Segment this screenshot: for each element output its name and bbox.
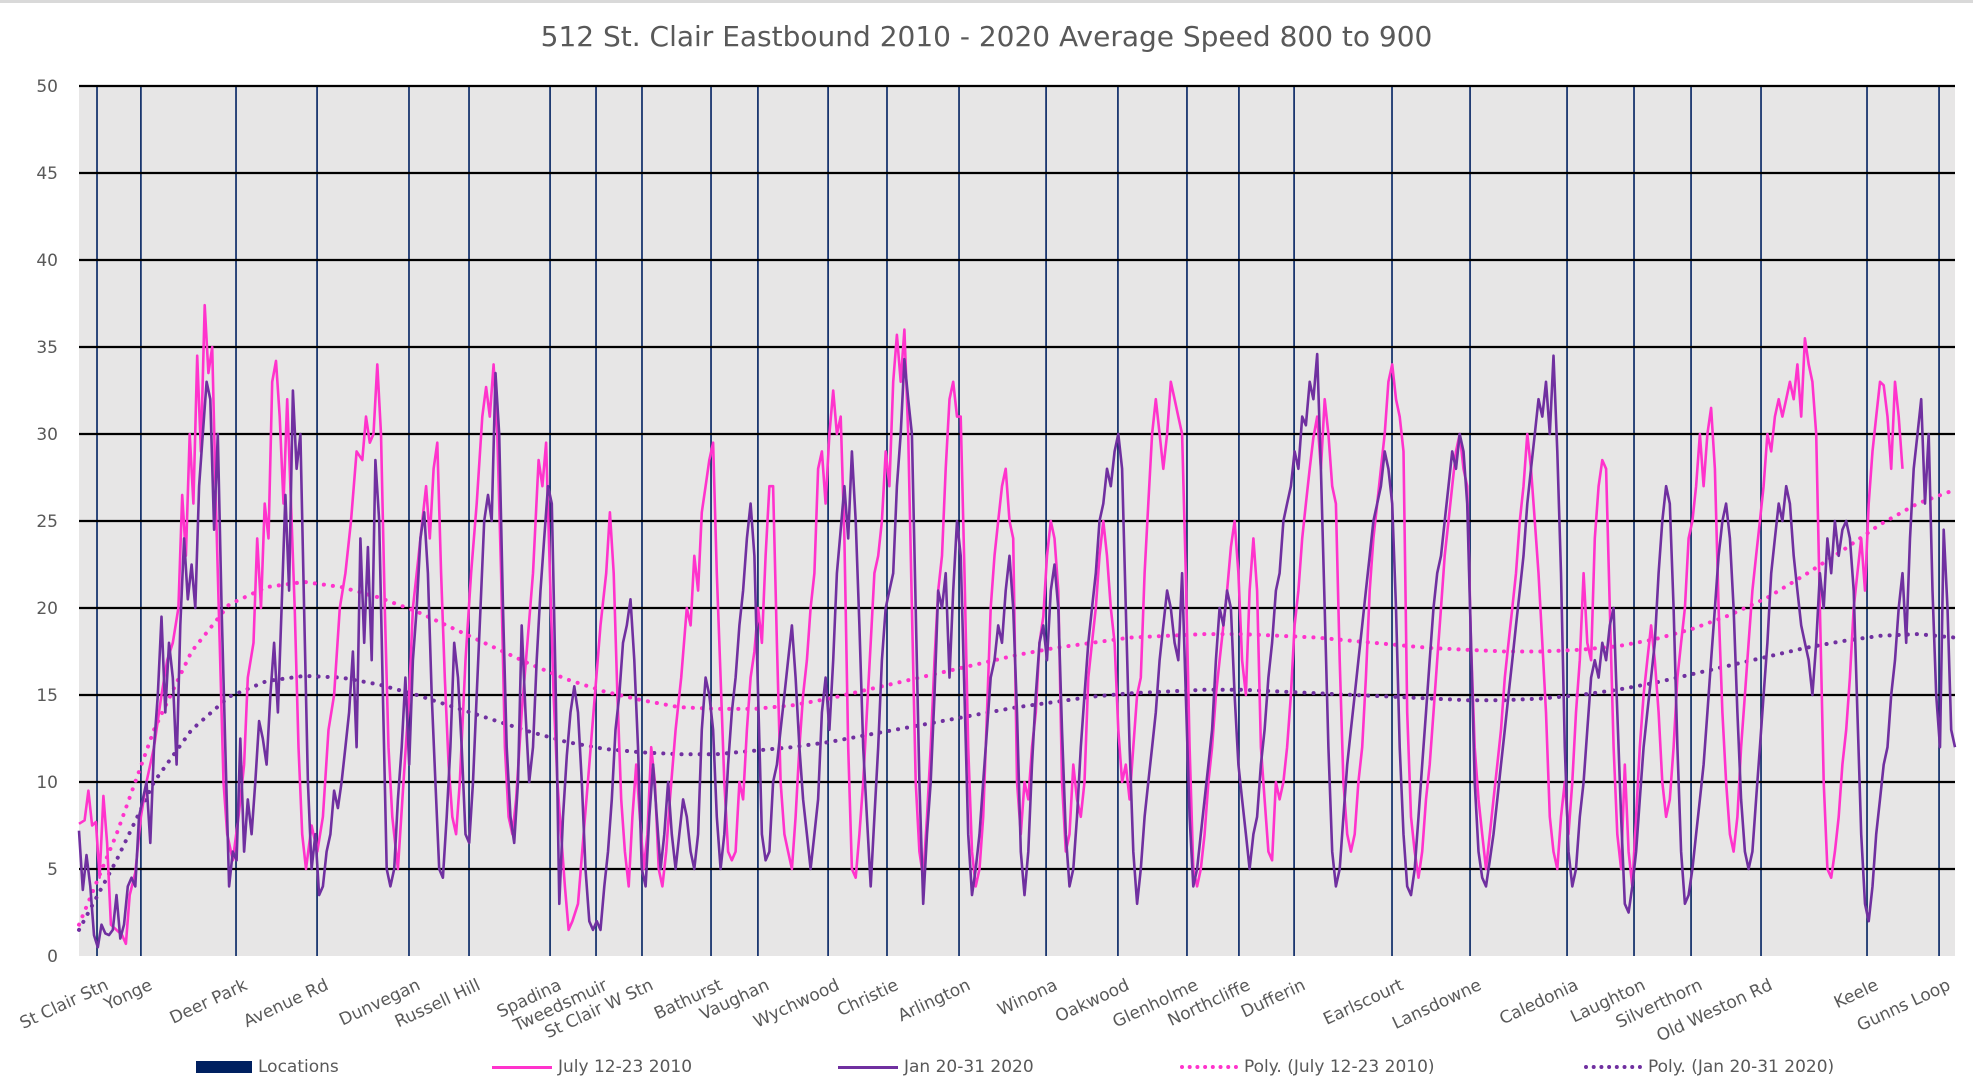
legend-label-poly-jan-2020: Poly. (Jan 20-31 2020) xyxy=(1648,1057,1835,1077)
legend-item-locations[interactable]: Locations xyxy=(196,1054,339,1080)
legend-swatch-poly-jan-2020 xyxy=(1584,1065,1642,1069)
y-tick-label: 45 xyxy=(36,164,58,184)
y-tick-label: 15 xyxy=(36,686,58,706)
x-tick-label: Old Weston Rd xyxy=(1654,975,1776,1046)
x-tick-label: Winona xyxy=(995,975,1061,1020)
y-tick-label: 30 xyxy=(36,425,58,445)
y-tick-label: 25 xyxy=(36,512,58,532)
legend-item-jan-2020[interactable]: Jan 20-31 2020 xyxy=(838,1054,1034,1080)
x-tick-label: Lansdowne xyxy=(1389,975,1484,1034)
legend-label-locations: Locations xyxy=(258,1057,339,1077)
y-tick-label: 40 xyxy=(36,251,58,271)
legend-item-poly-july-2010[interactable]: Poly. (July 12-23 2010) xyxy=(1180,1054,1435,1080)
y-tick-label: 35 xyxy=(36,338,58,358)
x-tick-label: Arlington xyxy=(895,975,974,1026)
y-axis-ticks: 0 5 10 15 20 25 30 35 40 45 50 xyxy=(36,77,58,967)
legend-swatch-july-2010 xyxy=(492,1065,552,1069)
y-tick-label: 5 xyxy=(47,860,58,880)
top-border xyxy=(0,0,1973,3)
legend-item-poly-jan-2020[interactable]: Poly. (Jan 20-31 2020) xyxy=(1584,1054,1834,1080)
legend-label-jan-2020: Jan 20-31 2020 xyxy=(904,1057,1034,1077)
chart-title: 512 St. Clair Eastbound 2010 - 2020 Aver… xyxy=(540,20,1433,53)
x-tick-label: Dufferin xyxy=(1238,975,1309,1022)
y-tick-label: 50 xyxy=(36,77,58,97)
legend-swatch-locations xyxy=(196,1061,252,1073)
trendline-jan-2020 xyxy=(77,632,1957,932)
x-tick-label: Deer Park xyxy=(167,975,251,1028)
y-tick-label: 0 xyxy=(47,947,58,967)
legend-item-july-2010[interactable]: July 12-23 2010 xyxy=(492,1054,692,1080)
y-tick-label: 20 xyxy=(36,599,58,619)
series-group xyxy=(77,303,1957,949)
series-line-jan-2020 xyxy=(77,352,1957,949)
x-tick-label: Christie xyxy=(834,975,901,1021)
legend-label-july-2010: July 12-23 2010 xyxy=(558,1057,693,1077)
x-tick-label: Yonge xyxy=(100,975,155,1015)
y-tick-label: 10 xyxy=(36,773,58,793)
legend-label-poly-july-2010: Poly. (July 12-23 2010) xyxy=(1244,1057,1435,1077)
x-tick-label: Keele xyxy=(1831,975,1882,1013)
x-tick-label: St Clair Stn xyxy=(17,975,112,1033)
legend-swatch-poly-july-2010 xyxy=(1180,1065,1238,1069)
legend-swatch-jan-2020 xyxy=(838,1065,898,1069)
x-tick-label: Avenue Rd xyxy=(241,975,332,1032)
x-tick-label: Caledonia xyxy=(1497,975,1582,1029)
